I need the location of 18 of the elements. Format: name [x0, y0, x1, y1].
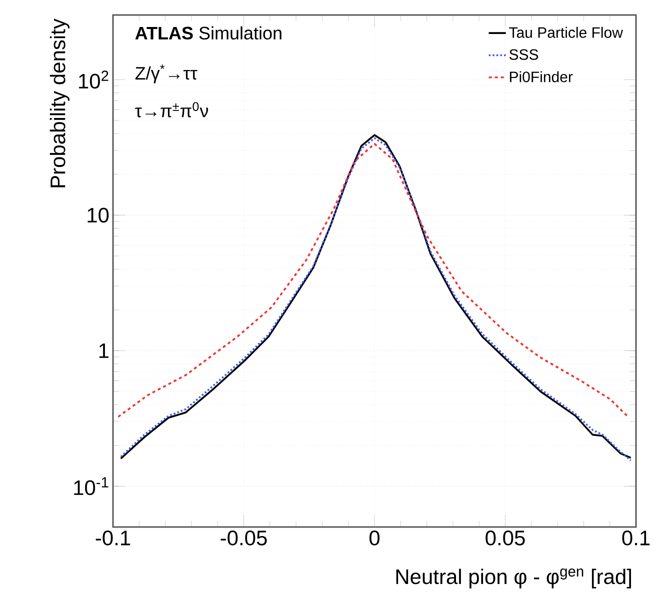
line-series	[117, 142, 630, 418]
legend-label: SSS	[509, 49, 538, 60]
annotation: ATLAS Simulation	[135, 26, 282, 40]
annotation: τ→π$^{±}$π$^{0}$ν	[135, 102, 208, 118]
x-tick-label: 0.05	[486, 530, 525, 546]
y-axis-title: Probability density	[50, 18, 70, 188]
y-tick-label: 1	[99, 343, 108, 358]
y-tick-label: 10	[88, 208, 109, 223]
legend-label: Pi0Finder	[510, 71, 573, 82]
x-tick-label: 0	[369, 530, 380, 546]
legend-label: Tau Particle Flow	[509, 26, 623, 38]
x-tick-label: 0.1	[622, 530, 650, 546]
x-tick-label: -0.05	[220, 530, 267, 546]
x-axis-title: Neutral pion φ - φ$^{gen}$ [rad]	[396, 568, 631, 588]
y-tick-label: 10$^{2}$	[79, 70, 108, 89]
x-tick-label: -0.1	[96, 530, 130, 546]
annotation: Z/γ$^{*}$→ττ	[135, 64, 198, 84]
y-tick-label: 10$^{-1}$	[74, 477, 108, 496]
